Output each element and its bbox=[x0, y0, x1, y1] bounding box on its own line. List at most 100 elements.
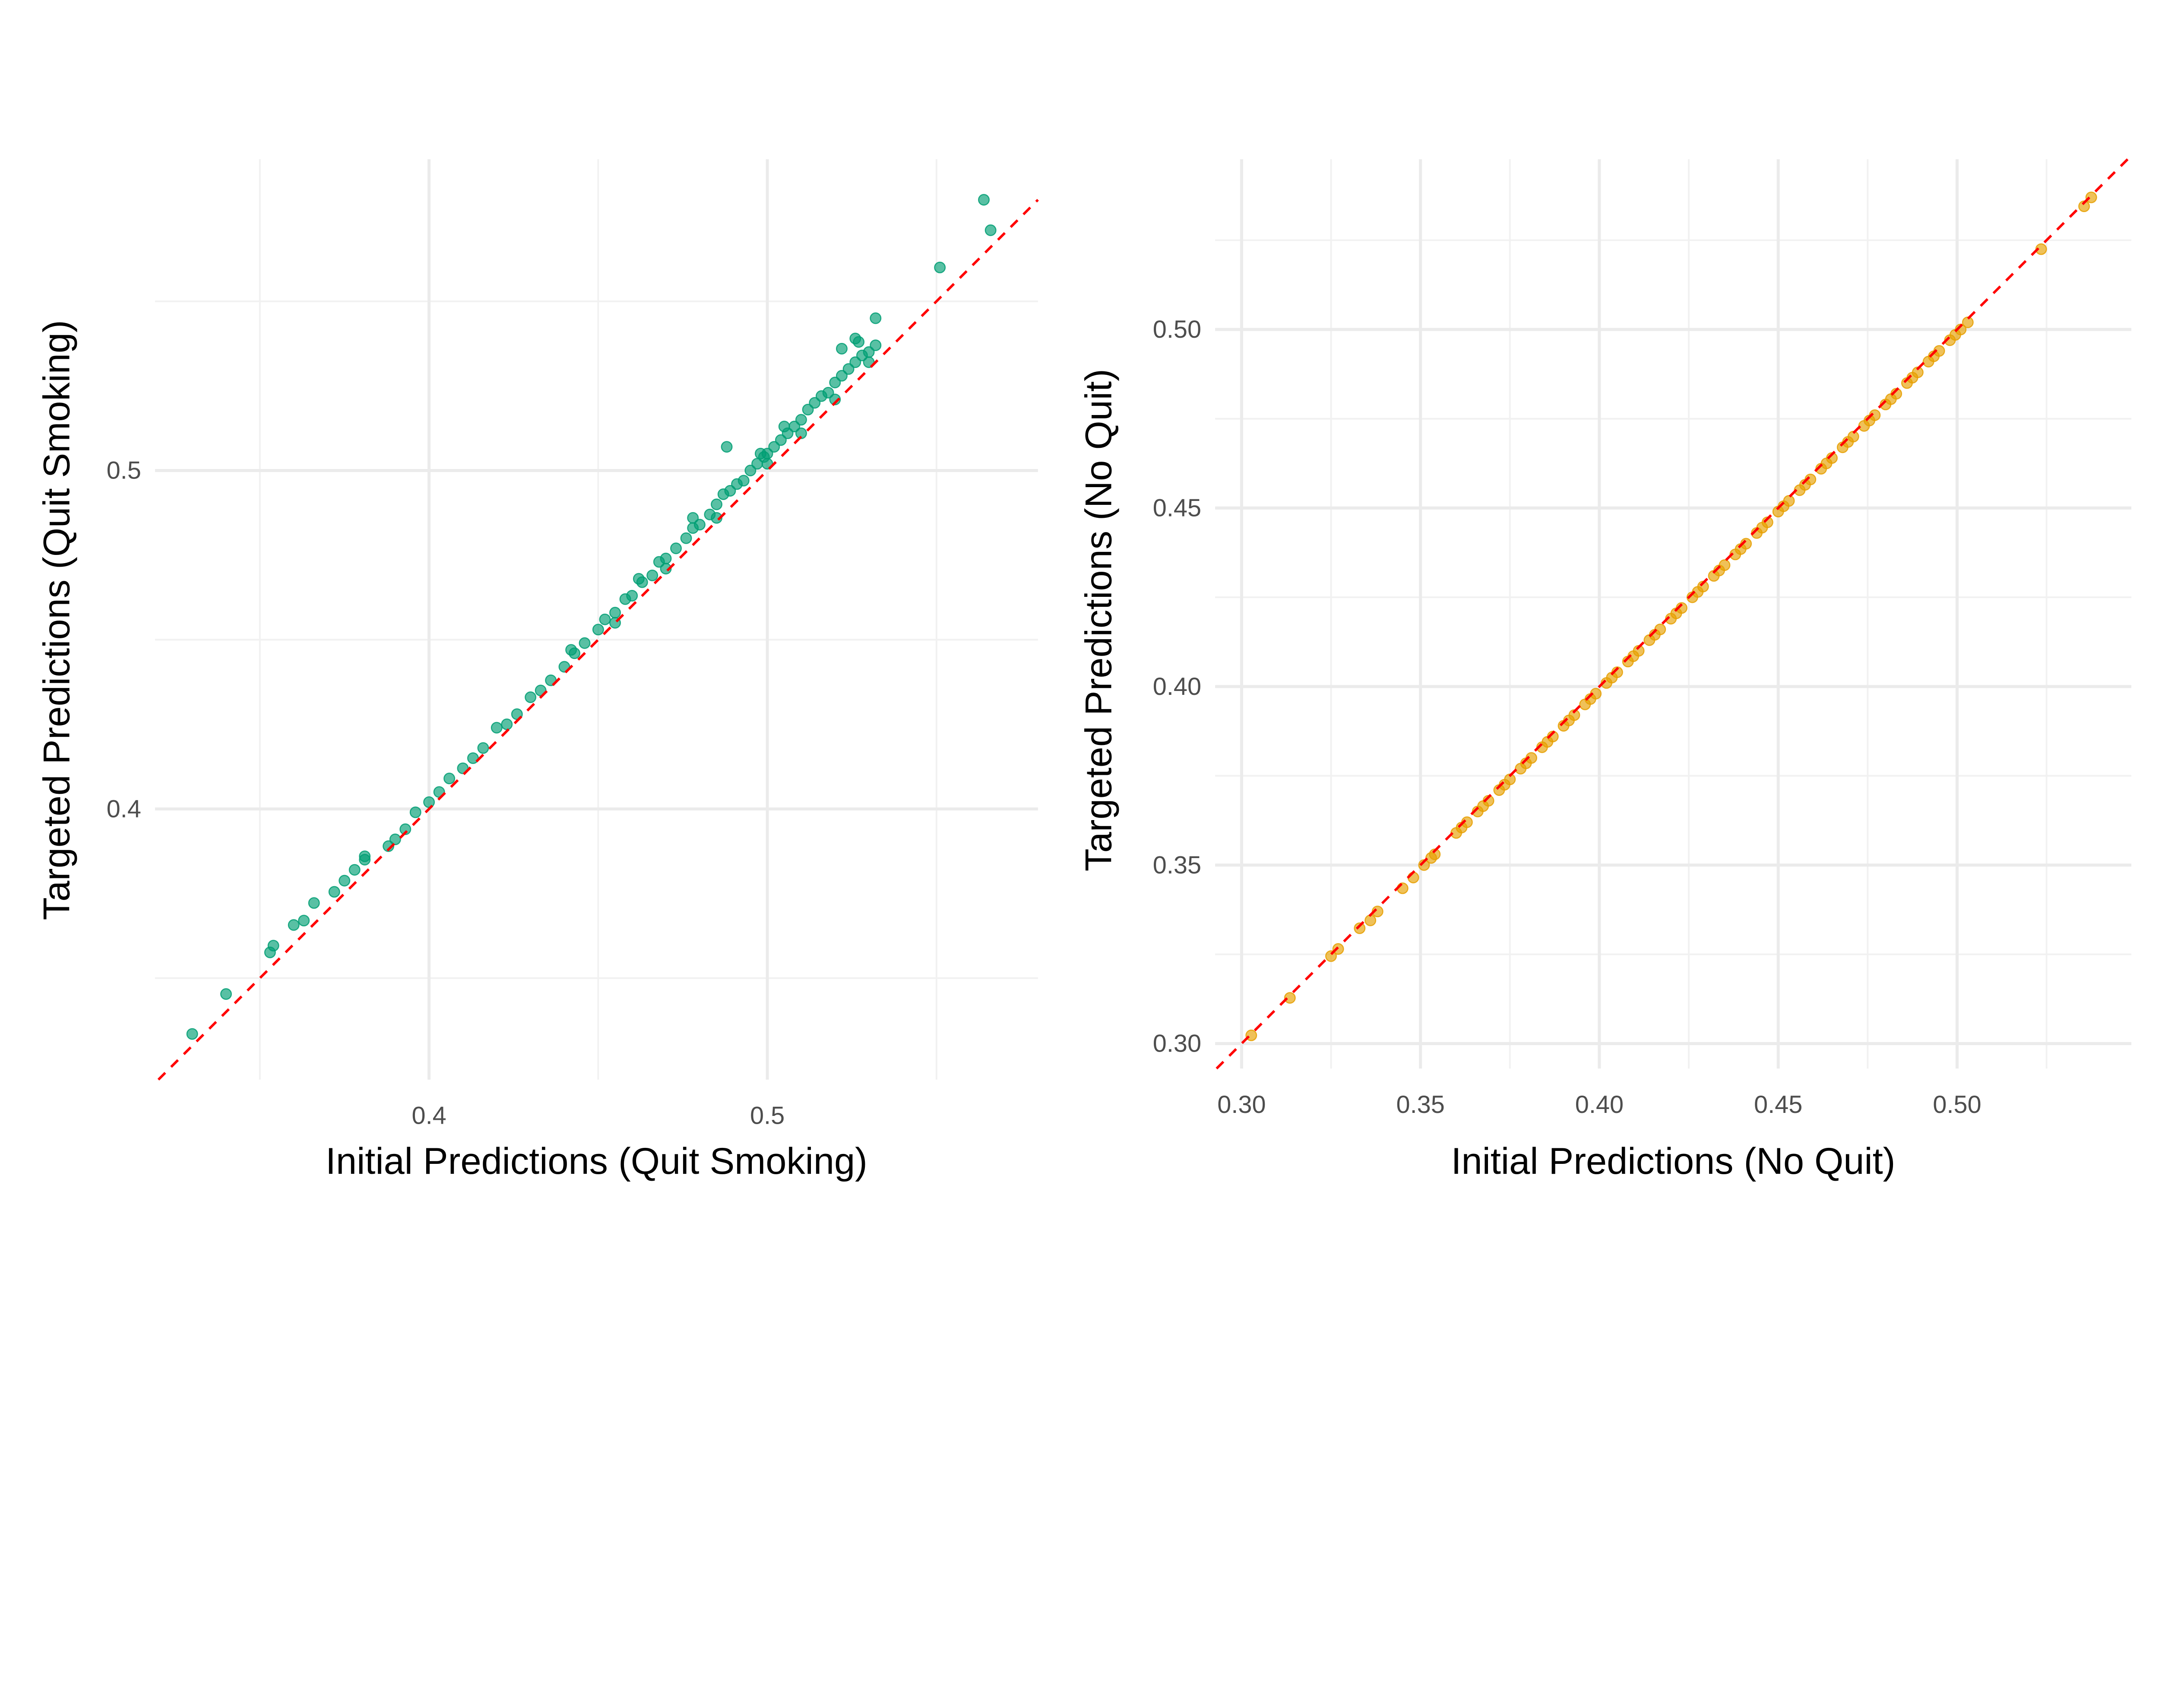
data-point bbox=[724, 485, 736, 497]
data-point bbox=[934, 261, 946, 273]
data-point bbox=[870, 339, 882, 352]
y-axis-title: Targeted Predictions (Quit Smoking) bbox=[36, 320, 77, 920]
data-point bbox=[1325, 950, 1337, 962]
data-point bbox=[870, 312, 882, 324]
data-point bbox=[660, 563, 672, 575]
data-point bbox=[525, 691, 537, 703]
y-tick-label: 0.50 bbox=[1153, 316, 1201, 343]
data-point bbox=[633, 573, 645, 585]
gridlines bbox=[1215, 159, 2131, 1069]
data-point bbox=[491, 722, 503, 734]
data-point bbox=[802, 403, 814, 415]
x-tick-label: 0.45 bbox=[1754, 1091, 1802, 1119]
y-tick-label: 0.35 bbox=[1153, 851, 1201, 879]
data-point bbox=[660, 552, 672, 564]
data-point bbox=[738, 475, 750, 487]
data-point bbox=[626, 589, 638, 602]
data-point bbox=[399, 823, 412, 835]
y-tick-label: 0.4 bbox=[107, 795, 141, 823]
data-point bbox=[836, 342, 848, 355]
data-point bbox=[721, 441, 733, 453]
data-point bbox=[744, 465, 757, 476]
data-point bbox=[599, 613, 611, 625]
data-point bbox=[985, 224, 997, 236]
data-point bbox=[186, 1028, 198, 1040]
data-point bbox=[389, 833, 401, 846]
data-point bbox=[2085, 191, 2097, 203]
data-point bbox=[775, 434, 787, 446]
tick-labels: 0.30 0.35 0.40 0.45 0.50 0.30 0.35 0.40 0.45 0.50 bbox=[1153, 316, 1982, 1119]
gridlines bbox=[155, 159, 1038, 1080]
data-point bbox=[687, 512, 699, 524]
data-point bbox=[467, 752, 479, 764]
data-point bbox=[267, 940, 279, 952]
tick-labels: 0.4 0.5 0.4 0.5 bbox=[107, 457, 785, 1130]
data-point bbox=[443, 773, 456, 785]
data-point bbox=[809, 397, 821, 409]
y-axis-title: Targeted Predictions (No Quit) bbox=[1078, 369, 1120, 871]
data-point bbox=[1885, 393, 1897, 405]
data-point bbox=[822, 387, 834, 399]
data-point bbox=[711, 498, 723, 510]
data-point bbox=[646, 569, 658, 581]
x-tick-label: 0.4 bbox=[412, 1102, 446, 1130]
data-point bbox=[849, 333, 861, 345]
data-point bbox=[308, 897, 320, 909]
data-point bbox=[579, 637, 591, 649]
y-tick-label: 0.45 bbox=[1153, 494, 1201, 522]
data-point bbox=[565, 644, 577, 656]
data-point bbox=[680, 532, 692, 544]
data-point bbox=[477, 742, 489, 754]
data-point bbox=[1284, 992, 1296, 1004]
data-point bbox=[1354, 922, 1366, 934]
data-point bbox=[348, 864, 361, 876]
x-tick-label: 0.50 bbox=[1933, 1091, 1981, 1119]
reference-line-group bbox=[157, 199, 1039, 1081]
data-point bbox=[1820, 457, 1833, 469]
points-group bbox=[186, 194, 997, 1040]
x-tick-label: 0.35 bbox=[1396, 1091, 1445, 1119]
x-tick-label: 0.30 bbox=[1217, 1091, 1266, 1119]
y-tick-label: 0.40 bbox=[1153, 673, 1201, 700]
x-tick-label: 0.5 bbox=[750, 1102, 785, 1130]
data-point bbox=[1477, 800, 1489, 812]
data-point bbox=[849, 356, 861, 368]
data-point bbox=[328, 886, 340, 898]
data-point bbox=[501, 718, 513, 730]
data-point bbox=[711, 512, 723, 524]
x-axis-title: Initial Predictions (No Quit) bbox=[1451, 1141, 1896, 1182]
data-point bbox=[383, 840, 395, 852]
data-point bbox=[795, 427, 807, 439]
reference-line-y-equals-x bbox=[157, 199, 1039, 1081]
data-point bbox=[609, 607, 621, 619]
data-point bbox=[768, 441, 780, 453]
data-point bbox=[836, 370, 848, 382]
data-point bbox=[829, 377, 841, 389]
scatter-panel-quit-smoking: 0.4 0.5 0.4 0.5 Initial Predictions (Quit S… bbox=[36, 159, 1039, 1182]
y-tick-label: 0.5 bbox=[107, 457, 141, 485]
data-point bbox=[288, 919, 300, 931]
data-point bbox=[842, 363, 855, 375]
x-tick-label: 0.40 bbox=[1575, 1091, 1624, 1119]
data-point bbox=[670, 542, 682, 555]
data-point bbox=[829, 393, 841, 406]
data-point bbox=[1332, 943, 1344, 955]
data-point bbox=[693, 519, 706, 531]
data-point bbox=[795, 414, 807, 426]
data-point bbox=[1542, 736, 1554, 748]
data-point bbox=[592, 624, 604, 636]
data-point bbox=[778, 421, 790, 433]
data-point bbox=[298, 915, 310, 927]
data-point bbox=[754, 447, 766, 459]
scatter-panel-no-quit: 0.30 0.35 0.40 0.45 0.50 0.30 0.35 0.40 0.45 0.50… bbox=[1078, 158, 2131, 1182]
data-point bbox=[359, 854, 371, 866]
figure: 0.4 0.5 0.4 0.5 Initial Predictions (Quit S… bbox=[36, 158, 2131, 1182]
data-point bbox=[339, 875, 351, 887]
x-axis-title: Initial Predictions (Quit Smoking) bbox=[326, 1141, 867, 1182]
y-tick-label: 0.30 bbox=[1153, 1030, 1201, 1058]
data-point bbox=[978, 194, 990, 206]
data-point bbox=[409, 806, 421, 818]
data-point bbox=[423, 796, 435, 808]
data-point bbox=[1962, 316, 1974, 328]
data-point bbox=[220, 988, 232, 1000]
